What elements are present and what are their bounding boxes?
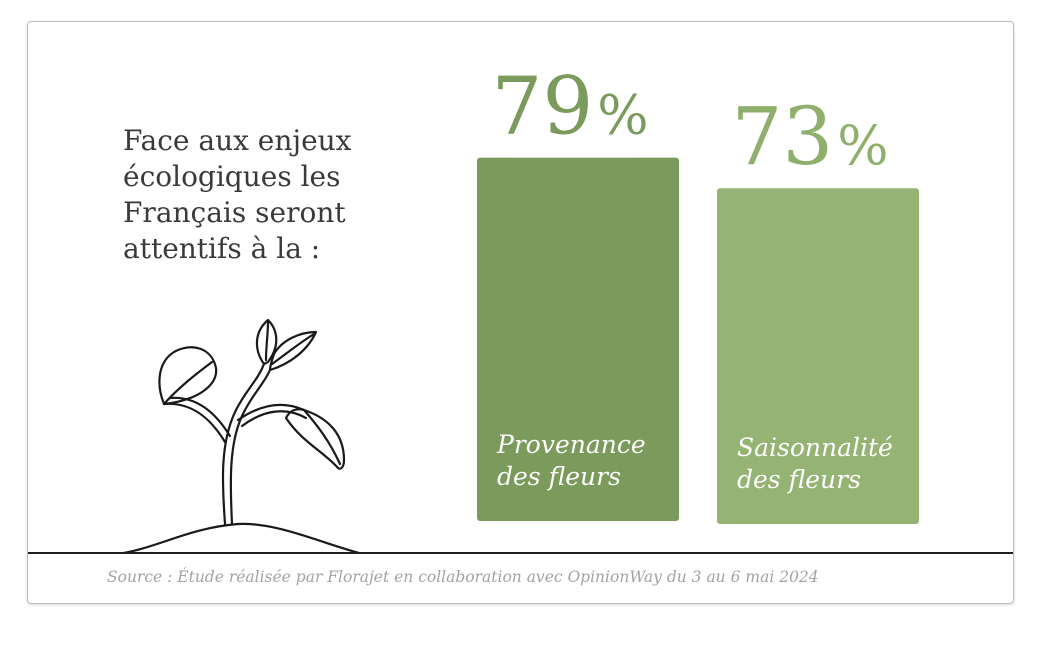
value-number: 79 [491, 60, 593, 153]
value-unit: % [837, 114, 888, 177]
value-label: 79% [491, 60, 648, 153]
value-number: 73 [731, 90, 833, 183]
value-label: 73% [731, 90, 888, 183]
bar [717, 188, 919, 524]
sprouting-plant-icon [118, 318, 365, 554]
headline: Face aux enjeux écologiques les Français… [123, 123, 413, 267]
value-unit: % [597, 84, 648, 147]
headline-line: Face aux enjeux [123, 124, 352, 157]
category-label: Provenance des fleurs [496, 430, 646, 491]
ground-line [28, 552, 1013, 554]
bar [477, 157, 679, 521]
headline-line: Français seront [123, 196, 346, 229]
source-note: Source : Étude réalisée par Florajet en … [107, 568, 819, 586]
headline-line: attentifs à la : [123, 232, 321, 265]
category-label: Saisonnalité des fleurs [737, 433, 893, 494]
headline-line: écologiques les [123, 160, 341, 193]
